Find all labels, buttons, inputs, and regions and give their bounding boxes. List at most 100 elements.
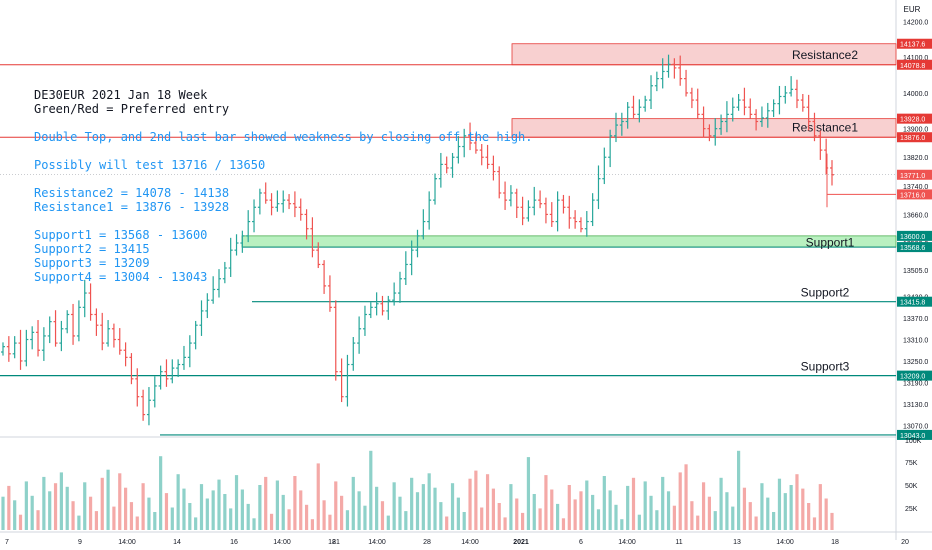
x-tick-label: 14:00 (273, 539, 291, 546)
volume-bar (696, 515, 700, 530)
volume-bar (766, 497, 770, 530)
volume-bar (106, 469, 110, 530)
volume-bar (772, 512, 776, 530)
volume-bar (410, 477, 414, 530)
current-price-tag (897, 169, 932, 180)
x-tick-label: 6 (579, 539, 583, 546)
current-price-label: 13771.0 (900, 173, 925, 180)
volume-bar (205, 498, 209, 530)
y-tick-label: 13130.0 (903, 402, 928, 409)
note-support2: Support2 = 13415 (34, 242, 150, 256)
level-price-label: 14137.6 (900, 42, 925, 49)
volume-bar (649, 495, 653, 530)
volume-bar (520, 512, 525, 530)
volume-bar (310, 519, 315, 530)
volume-bar (485, 474, 490, 530)
y-tick-label: 13370.0 (903, 316, 928, 323)
volume-bar (602, 476, 606, 530)
volume-bar (812, 517, 817, 530)
volume-bar (456, 497, 460, 530)
volume-bar (369, 450, 373, 530)
y-tick-label: 13310.0 (903, 338, 928, 345)
level-price-tag (897, 230, 932, 241)
volume-bar (415, 492, 420, 530)
x-tick-label: 14:00 (118, 539, 136, 546)
volume-bar (375, 486, 379, 530)
volume-bar (789, 485, 793, 530)
volume-bar (818, 484, 822, 530)
volume-bar (450, 483, 455, 530)
x-tick-label: 16 (230, 539, 238, 546)
volume-bar (807, 503, 811, 530)
level-price-tag (897, 132, 932, 143)
volume-bar (48, 491, 52, 530)
volume-bar (497, 503, 501, 530)
volume-bar (65, 486, 69, 530)
volume-bar (509, 484, 513, 530)
volume-bar (579, 491, 583, 530)
volume-tick-label: 50K (905, 483, 918, 490)
volume-bar (59, 472, 63, 530)
level-name-resistance1: Resistance1 (792, 121, 858, 135)
volume-bar (655, 510, 659, 530)
volume-bar (631, 477, 636, 530)
volume-bar (199, 484, 204, 530)
level-price-label: 13209.0 (900, 374, 925, 381)
volume-bar (363, 505, 367, 530)
volume-tick-label: 25K (905, 506, 918, 513)
volume-bar (614, 504, 618, 530)
volume-bar (538, 508, 542, 530)
volume-bar (526, 457, 531, 530)
volume-bar (690, 501, 694, 530)
y-tick-label: 14200.0 (903, 19, 928, 26)
volume-bar (170, 507, 174, 530)
volume-bar (404, 511, 408, 530)
x-tick-label: 28 (423, 539, 431, 546)
volume-bar (532, 494, 536, 530)
note-support3: Support3 = 13209 (34, 256, 150, 270)
volume-bar (573, 499, 577, 530)
x-tick-label: 18 (328, 539, 336, 546)
x-tick-label: 20 (901, 539, 909, 546)
volume-bar (392, 482, 396, 530)
volume-bar (754, 516, 758, 530)
level-price-tag (897, 113, 932, 124)
volume-bar (112, 506, 116, 530)
volume-bar (380, 501, 385, 530)
level-name-support3: Support3 (801, 360, 850, 374)
volume-bar (18, 514, 23, 530)
y-tick-label: 13660.0 (903, 212, 928, 219)
volume-bar (229, 508, 233, 530)
volume-bar (795, 474, 799, 530)
volume-bar (713, 511, 717, 530)
volume-bar (30, 495, 34, 530)
volume-bar (561, 518, 566, 530)
volume-bar (223, 494, 227, 530)
volume-bar (421, 484, 425, 530)
volume-bar (211, 490, 215, 530)
volume-bar (83, 482, 87, 530)
volume-bar (176, 474, 180, 530)
volume-bar (585, 480, 589, 530)
level-price-label: 14078.8 (900, 63, 925, 70)
volume-bar (777, 478, 782, 530)
volume-bar (748, 502, 752, 530)
level-price-tag (897, 242, 932, 253)
x-tick-label: 2021 (513, 539, 529, 546)
volume-bar (462, 512, 466, 530)
volume-bar (299, 490, 303, 530)
volume-bar (468, 478, 472, 530)
x-tick-label: 14:00 (776, 539, 794, 546)
level-price-tag (897, 59, 932, 70)
y-tick-label: 13900.0 (903, 127, 928, 134)
volume-bar (666, 491, 671, 530)
volume-bar (474, 470, 478, 530)
y-tick-label: 14000.0 (903, 91, 928, 98)
volume-bar (491, 488, 495, 530)
volume-bar (701, 482, 706, 530)
volume-bar (182, 488, 186, 530)
volume-bar (550, 489, 554, 530)
volume-bar (626, 485, 630, 530)
